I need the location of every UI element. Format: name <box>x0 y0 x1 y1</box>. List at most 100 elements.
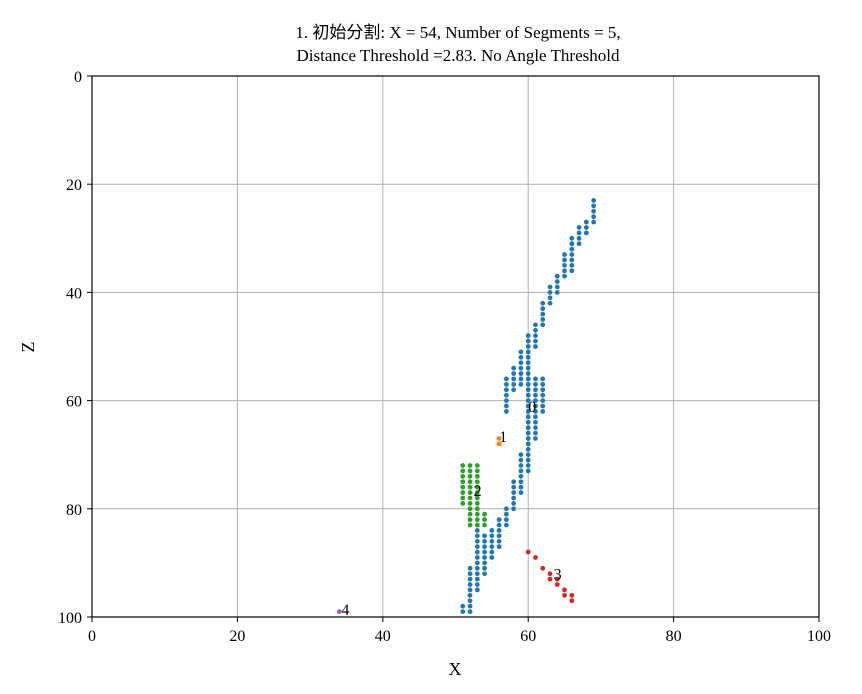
segment-0-point <box>482 533 487 539</box>
segment-0-point <box>540 376 546 382</box>
segment-2-point <box>474 490 480 495</box>
segment-3-point <box>547 571 553 577</box>
segment-0-point <box>533 344 538 349</box>
segment-0-point <box>533 414 538 420</box>
segment-0-point <box>554 273 560 279</box>
segment-0-point <box>503 381 509 387</box>
segment-0-point <box>540 409 546 414</box>
segment-0-point <box>518 473 524 479</box>
segment-2-point <box>482 511 487 517</box>
segment-0-point <box>540 392 546 398</box>
segment-0-point <box>547 284 553 290</box>
segment-0-point <box>503 398 509 403</box>
segment-3-point <box>533 555 538 560</box>
segment-0-point <box>503 387 509 393</box>
segment-0-point <box>467 609 473 614</box>
segment-0-point <box>511 500 517 506</box>
segment-0-point <box>467 587 473 593</box>
segment-2-point <box>467 463 473 468</box>
segment-0-point <box>533 419 538 425</box>
y-axis-label: Z <box>18 342 38 353</box>
segment-3-point <box>562 592 567 598</box>
segment-0-point <box>467 576 473 582</box>
segment-0-point <box>525 381 531 387</box>
segment-2-point <box>467 479 473 485</box>
segment-2-point <box>474 511 480 517</box>
segment-2-point <box>467 490 473 495</box>
segment-2-point <box>474 517 480 523</box>
grid-lines <box>91 75 820 618</box>
segment-0-point <box>489 538 495 544</box>
segment-3-point <box>562 587 567 593</box>
segment-3-point <box>554 582 560 587</box>
segment-0-point <box>525 365 531 371</box>
segment-0-point <box>554 279 560 284</box>
y-tick-label: 60 <box>66 394 82 411</box>
segment-0-point <box>525 436 531 441</box>
segment-0-point <box>525 425 531 431</box>
segment-2-point <box>460 468 466 474</box>
x-tick-label: 80 <box>666 628 682 645</box>
segment-2-point <box>467 484 473 490</box>
segment-0-point <box>460 603 466 609</box>
segment-0-point <box>511 365 517 371</box>
segment-0-point <box>562 268 567 274</box>
segment-2-point <box>467 473 473 479</box>
segment-0-point <box>474 538 480 544</box>
segment-0-point <box>533 322 538 328</box>
segment-4-point <box>336 609 342 614</box>
segment-0-point <box>511 484 517 490</box>
segment-0-point <box>518 376 524 382</box>
segment-0-point <box>518 490 524 495</box>
data-points <box>336 198 597 614</box>
segment-3-point <box>569 592 575 598</box>
segment-0-point <box>525 360 531 366</box>
segment-0-point <box>525 387 531 393</box>
segment-0-point <box>533 425 538 431</box>
segment-0-point <box>554 290 560 295</box>
segment-0-point <box>540 300 546 306</box>
segment-0-point <box>525 463 531 468</box>
segment-0-point <box>569 268 575 274</box>
segment-0-point <box>467 598 473 604</box>
segment-0-point <box>562 257 567 263</box>
segment-0-point <box>525 333 531 339</box>
segment-2-point <box>460 479 466 485</box>
segment-2-point <box>482 522 487 528</box>
segment-2-point <box>460 495 466 501</box>
segment-0-point <box>518 365 524 371</box>
segment-0-point <box>576 225 582 230</box>
segment-0-point <box>533 376 538 382</box>
chart-title-line-1: 1. 初始分割: X = 54, Number of Segments = 5, <box>295 23 620 42</box>
segment-0-point <box>467 603 473 609</box>
segment-0-point <box>467 571 473 577</box>
y-tick-label: 0 <box>74 69 82 86</box>
segment-0-point <box>460 609 466 614</box>
segment-0-point <box>525 371 531 376</box>
x-tick-label: 100 <box>807 628 831 645</box>
segment-0-point <box>576 241 582 247</box>
segment-0-point <box>533 398 538 403</box>
segment-0-point <box>591 208 597 214</box>
segment-0-point <box>591 198 597 203</box>
segment-0-point <box>496 517 502 523</box>
segment-0-point <box>569 252 575 257</box>
segment-0-point <box>518 452 524 458</box>
segment-0-point <box>562 252 567 257</box>
y-tick-label: 100 <box>58 610 82 627</box>
segment-0-point <box>467 592 473 598</box>
segment-0-point <box>525 446 531 452</box>
segment-0-point <box>503 517 509 523</box>
segment-2-point <box>467 506 473 512</box>
segment-0-point <box>474 587 480 593</box>
plot-frame <box>91 75 820 618</box>
segment-0-point <box>474 576 480 582</box>
segment-0-point <box>533 327 538 333</box>
segment-2-point <box>467 522 473 528</box>
segment-label-2: 2 <box>474 483 482 500</box>
segment-3-point <box>525 549 531 555</box>
segment-2-point <box>460 490 466 495</box>
segment-0-point <box>533 430 538 436</box>
segment-0-point <box>518 360 524 366</box>
segment-0-point <box>533 381 538 387</box>
